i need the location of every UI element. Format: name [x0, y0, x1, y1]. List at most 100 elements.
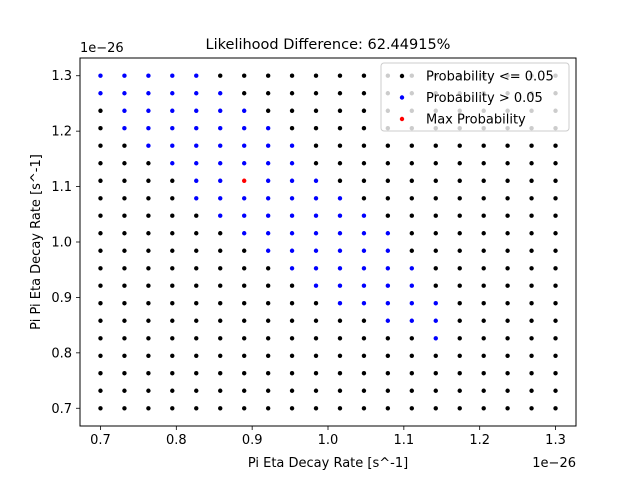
- point-low-probability: [218, 371, 223, 376]
- point-low-probability: [241, 266, 247, 271]
- point-low-probability: [481, 178, 486, 183]
- point-high-probability: [409, 301, 415, 306]
- y-axis-ticks: 0.7 0.8 0.9 1.0 1.1 1.2 1.3: [51, 69, 80, 417]
- point-low-probability: [361, 91, 367, 96]
- point-low-probability: [218, 318, 223, 323]
- point-high-probability: [218, 126, 223, 131]
- point-low-probability: [553, 231, 558, 236]
- point-low-probability: [98, 371, 103, 376]
- point-low-probability: [361, 336, 367, 341]
- point-low-probability: [313, 108, 319, 113]
- point-low-probability: [98, 248, 103, 253]
- point-low-probability: [289, 336, 295, 341]
- point-low-probability: [529, 248, 534, 253]
- point-low-probability: [146, 318, 151, 323]
- point-low-probability: [553, 196, 558, 201]
- point-low-probability: [289, 126, 295, 131]
- point-low-probability: [553, 301, 558, 306]
- legend-marker: [399, 116, 405, 122]
- point-high-probability: [218, 178, 223, 183]
- point-low-probability: [170, 318, 175, 323]
- point-low-probability: [122, 353, 127, 358]
- point-low-probability: [457, 301, 462, 306]
- point-low-probability: [289, 108, 295, 113]
- point-low-probability: [385, 196, 391, 201]
- point-low-probability: [170, 406, 175, 411]
- point-low-probability: [146, 161, 151, 166]
- point-high-probability: [313, 283, 319, 288]
- point-low-probability: [194, 318, 199, 323]
- point-low-probability: [313, 371, 319, 376]
- point-low-probability: [289, 301, 295, 306]
- point-low-probability: [337, 108, 343, 113]
- point-low-probability: [98, 318, 103, 323]
- point-low-probability: [265, 266, 271, 271]
- point-low-probability: [529, 161, 534, 166]
- point-low-probability: [122, 336, 127, 341]
- point-low-probability: [170, 196, 175, 201]
- point-low-probability: [433, 406, 438, 411]
- point-low-probability: [553, 336, 558, 341]
- point-high-probability: [361, 283, 367, 288]
- point-low-probability: [146, 178, 151, 183]
- point-low-probability: [146, 388, 151, 393]
- point-low-probability: [170, 266, 175, 271]
- point-high-probability: [122, 126, 127, 131]
- point-low-probability: [122, 283, 127, 288]
- point-low-probability: [265, 301, 271, 306]
- x-axis-ticks: 0.7 0.8 0.9 1.0 1.1 1.2 1.3: [90, 426, 566, 448]
- point-low-probability: [146, 301, 151, 306]
- legend-label: Probability > 0.05: [426, 91, 543, 106]
- point-low-probability: [122, 231, 127, 236]
- point-low-probability: [457, 143, 462, 148]
- point-low-probability: [385, 213, 391, 218]
- point-low-probability: [146, 406, 151, 411]
- point-high-probability: [409, 283, 415, 288]
- point-low-probability: [385, 388, 391, 393]
- point-high-probability: [194, 143, 199, 148]
- point-low-probability: [481, 213, 486, 218]
- point-low-probability: [553, 406, 558, 411]
- point-low-probability: [505, 406, 510, 411]
- point-low-probability: [122, 266, 127, 271]
- point-high-probability: [385, 231, 391, 236]
- y-tick-label: 1.3: [51, 69, 72, 84]
- point-high-probability: [385, 318, 391, 323]
- point-low-probability: [265, 91, 271, 96]
- point-low-probability: [553, 143, 558, 148]
- point-low-probability: [122, 213, 127, 218]
- point-high-probability: [98, 91, 103, 96]
- legend-label: Max Probability: [426, 113, 526, 128]
- point-low-probability: [433, 283, 438, 288]
- point-low-probability: [313, 388, 319, 393]
- point-low-probability: [337, 178, 343, 183]
- point-low-probability: [529, 196, 534, 201]
- y-tick-label: 1.0: [51, 236, 72, 251]
- point-low-probability: [505, 178, 510, 183]
- point-low-probability: [529, 318, 534, 323]
- point-low-probability: [529, 371, 534, 376]
- legend: Probability <= 0.05 Probability > 0.05 Max…: [380, 62, 570, 132]
- point-low-probability: [457, 336, 462, 341]
- legend-marker: [399, 73, 405, 79]
- point-low-probability: [218, 283, 223, 288]
- point-low-probability: [529, 388, 534, 393]
- point-high-probability: [265, 248, 271, 253]
- point-low-probability: [529, 283, 534, 288]
- point-high-probability: [337, 266, 343, 271]
- point-low-probability: [98, 196, 103, 201]
- point-low-probability: [170, 301, 175, 306]
- point-low-probability: [409, 161, 415, 166]
- point-high-probability: [146, 108, 151, 113]
- point-low-probability: [122, 161, 127, 166]
- point-low-probability: [241, 91, 247, 96]
- point-high-probability: [218, 143, 223, 148]
- point-max-probability: [241, 178, 247, 183]
- point-low-probability: [385, 336, 391, 341]
- point-low-probability: [313, 336, 319, 341]
- point-high-probability: [194, 126, 199, 131]
- point-low-probability: [433, 371, 438, 376]
- legend-label: Probability <= 0.05: [426, 70, 554, 85]
- point-high-probability: [146, 143, 151, 148]
- point-low-probability: [553, 388, 558, 393]
